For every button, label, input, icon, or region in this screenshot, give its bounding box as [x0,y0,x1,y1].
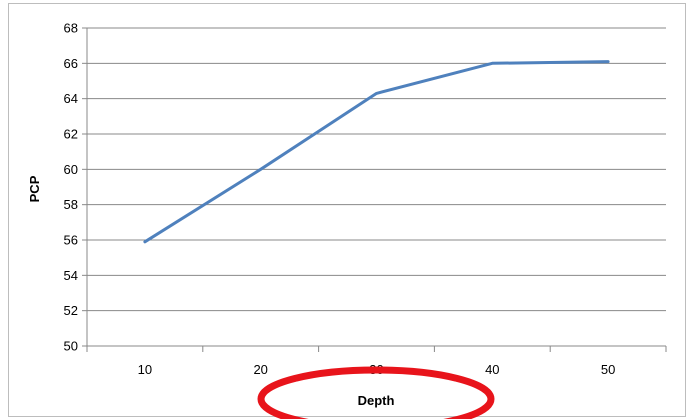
y-tick-label: 56 [64,233,78,248]
series-layer [143,60,610,244]
y-tick-label: 52 [64,303,78,318]
x-tick-label: 40 [485,362,499,377]
x-tick-label: 10 [138,362,152,377]
y-tick-label: 60 [64,162,78,177]
y-tick-label: 50 [64,339,78,354]
x-tick-label: 50 [601,362,615,377]
y-tick-label: 68 [64,21,78,36]
y-tick-label: 64 [64,91,78,106]
y-tick-labels: 50 52 54 56 58 60 62 64 66 68 [64,21,78,354]
y-tick-label: 54 [64,268,78,283]
x-tick-label: 20 [253,362,267,377]
y-tick-label: 66 [64,56,78,71]
x-axis-title: Depth [358,393,395,408]
annotation-layer [257,366,495,419]
chart-frame [8,3,686,417]
y-tick-label: 62 [64,127,78,142]
series-line [143,60,610,244]
axes [82,27,667,352]
y-tick-label: 58 [64,197,78,212]
y-axis-title: PCP [27,175,42,202]
highlight-ellipse [257,366,495,419]
gridlines [87,27,666,312]
